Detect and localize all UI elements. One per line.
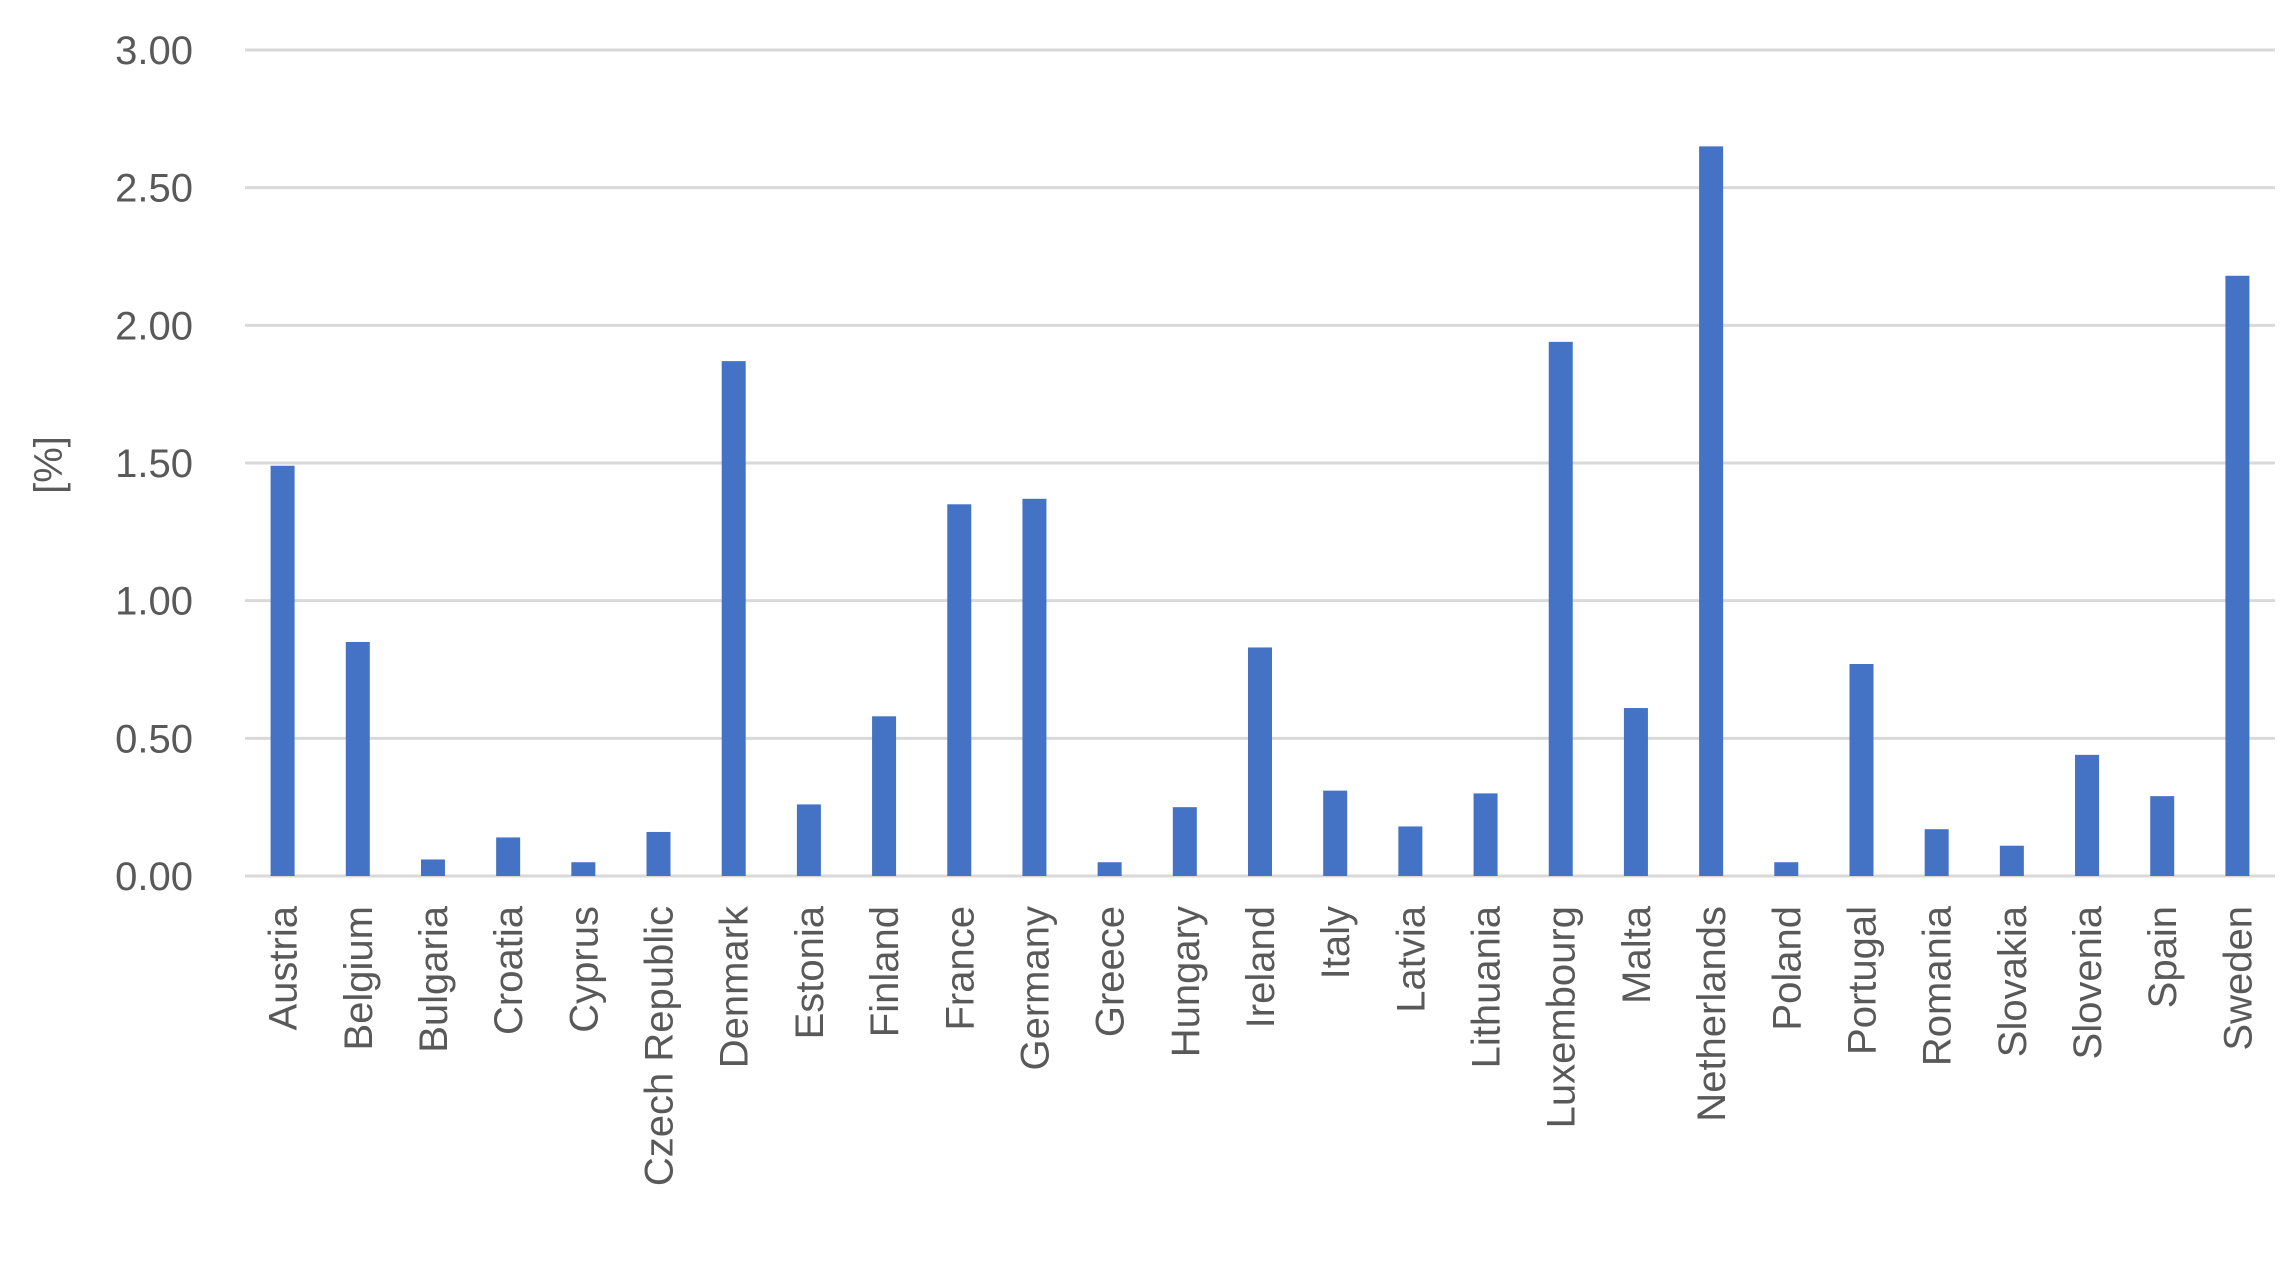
x-category-label: Netherlands	[1690, 906, 1734, 1122]
x-category-label: Estonia	[788, 905, 832, 1039]
y-tick-label: 3.00	[115, 29, 193, 73]
x-category-label: Poland	[1765, 906, 1809, 1031]
x-category-label: Czech Republic	[638, 906, 682, 1186]
x-category-label: Slovakia	[1991, 905, 2035, 1057]
bar-poland	[1774, 862, 1799, 876]
bar-luxembourg	[1548, 341, 1573, 876]
bar-ireland	[1248, 647, 1272, 876]
x-category-label: Croatia	[487, 905, 531, 1035]
y-tick-label: 1.00	[115, 580, 193, 624]
bar-portugal	[1849, 663, 1874, 876]
x-category-label: Bulgaria	[412, 905, 456, 1053]
bar-germany	[1022, 498, 1047, 876]
x-category-label: Portugal	[1840, 906, 1884, 1055]
bar-slovakia	[1999, 845, 2024, 876]
y-tick-label: 2.00	[115, 304, 193, 348]
x-axis-category-labels: Austria Belgium Bulgaria Croatia Cyprus Czech…	[262, 905, 2261, 1186]
bar-hungary	[1172, 807, 1197, 876]
y-tick-label: 1.50	[115, 442, 193, 486]
x-category-label: Spain	[2141, 906, 2185, 1008]
x-category-label: Greece	[1089, 906, 1133, 1037]
x-category-label: Italy	[1314, 906, 1358, 979]
bar-austria	[270, 465, 295, 876]
bar-slovenia	[2075, 754, 2100, 876]
x-category-label: Romania	[1916, 905, 1960, 1066]
y-axis-title: [%]	[27, 436, 71, 494]
bar-estonia	[796, 804, 821, 876]
x-category-label: Ireland	[1239, 906, 1283, 1028]
bar-bulgaria	[420, 859, 445, 876]
bar-finland	[872, 716, 897, 876]
x-category-label: Denmark	[713, 905, 757, 1068]
x-category-label: Austria	[262, 905, 306, 1030]
x-category-label: Malta	[1615, 905, 1659, 1004]
y-axis-tick-labels: 0.00 0.50 1.00 1.50 2.00 2.50 3.00	[115, 29, 193, 899]
bars	[270, 146, 2250, 877]
gridlines	[245, 48, 2275, 878]
y-tick-label: 0.00	[115, 855, 193, 899]
y-tick-label: 2.50	[115, 167, 193, 211]
bar-greece	[1097, 862, 1122, 876]
bar-netherlands	[1699, 146, 1724, 876]
x-category-label: Latvia	[1389, 905, 1433, 1012]
bar-cyprus	[571, 862, 596, 876]
bar-denmark	[721, 361, 746, 876]
bar-sweden	[2225, 275, 2250, 877]
bar-spain	[2150, 796, 2175, 876]
x-category-label: Belgium	[337, 906, 381, 1051]
x-category-label: Finland	[863, 906, 907, 1037]
bar-malta	[1623, 708, 1648, 876]
bar-italy	[1323, 790, 1348, 876]
x-category-label: Slovenia	[2066, 905, 2110, 1059]
bar-croatia	[496, 837, 521, 876]
bar-france	[947, 504, 972, 876]
bar-czech-republic	[646, 831, 671, 876]
x-category-label: Lithuania	[1465, 905, 1509, 1068]
x-category-label: Cyprus	[562, 906, 606, 1033]
bar-lithuania	[1473, 793, 1498, 876]
x-category-label: Luxembourg	[1540, 906, 1584, 1128]
x-category-label: Germany	[1013, 906, 1057, 1071]
x-category-label: France	[938, 906, 982, 1031]
x-category-label: Hungary	[1164, 906, 1208, 1057]
bar-latvia	[1398, 826, 1423, 876]
x-category-label: Sweden	[2216, 906, 2260, 1051]
bar-romania	[1924, 829, 1949, 876]
bar-belgium	[345, 641, 370, 876]
y-tick-label: 0.50	[115, 717, 193, 761]
